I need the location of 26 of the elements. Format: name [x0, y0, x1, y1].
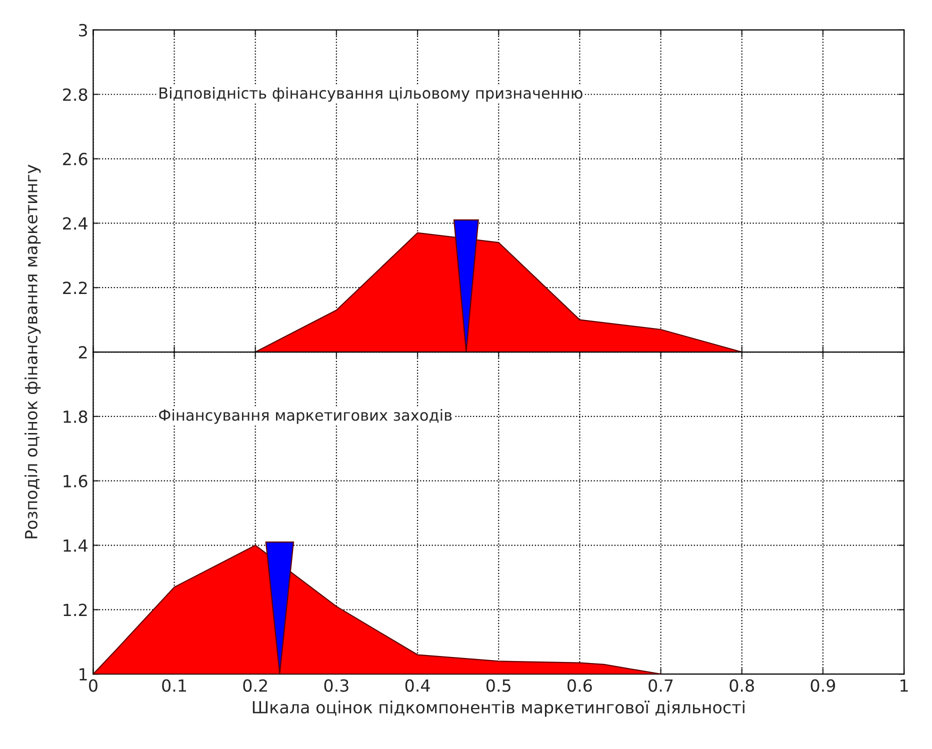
- y-tick-label: 2.8: [63, 88, 88, 101]
- x-axis-title: Шкала оцінок підкомпонентів маркетингової діяльності: [252, 700, 744, 717]
- y-tick-label: 1.6: [64, 474, 88, 488]
- x-tick-label: 1: [900, 679, 908, 692]
- y-tick-label: 1.4: [64, 539, 88, 552]
- x-tick-label: 0: [88, 679, 98, 692]
- x-tick-label: 0.5: [486, 679, 510, 692]
- x-tick-label: 0.2: [243, 679, 267, 692]
- text: Фінансування маркетигових заходів: [158, 409, 452, 424]
- x-tick-label: 0.8: [730, 679, 754, 692]
- text: Відповідність фінансування цільовому призначенню: [160, 86, 582, 102]
- y-tick-label: 1: [80, 668, 87, 680]
- y-tick-label: 2.6: [63, 152, 88, 166]
- y-tick-label: 1.2: [64, 604, 87, 616]
- x-tick-label: 0.7: [648, 679, 673, 692]
- y-tick-label: 3: [79, 24, 88, 37]
- x-tick-label: 0.3: [324, 679, 348, 692]
- x-tick-label: 0.1: [162, 679, 186, 692]
- x-tick-label: 0.4: [405, 679, 430, 692]
- y-tick-label: 2.2: [63, 282, 87, 294]
- y-tick-label: 1.8: [64, 410, 88, 424]
- y-tick-label: 2.4: [63, 217, 88, 230]
- x-tick-label: 0.6: [568, 679, 592, 692]
- y-axis-title: Розподіл оцінок фінансування маркетингу: [24, 164, 41, 538]
- x-tick-label: 0.9: [810, 679, 836, 692]
- y-tick-label: 2: [78, 346, 87, 358]
